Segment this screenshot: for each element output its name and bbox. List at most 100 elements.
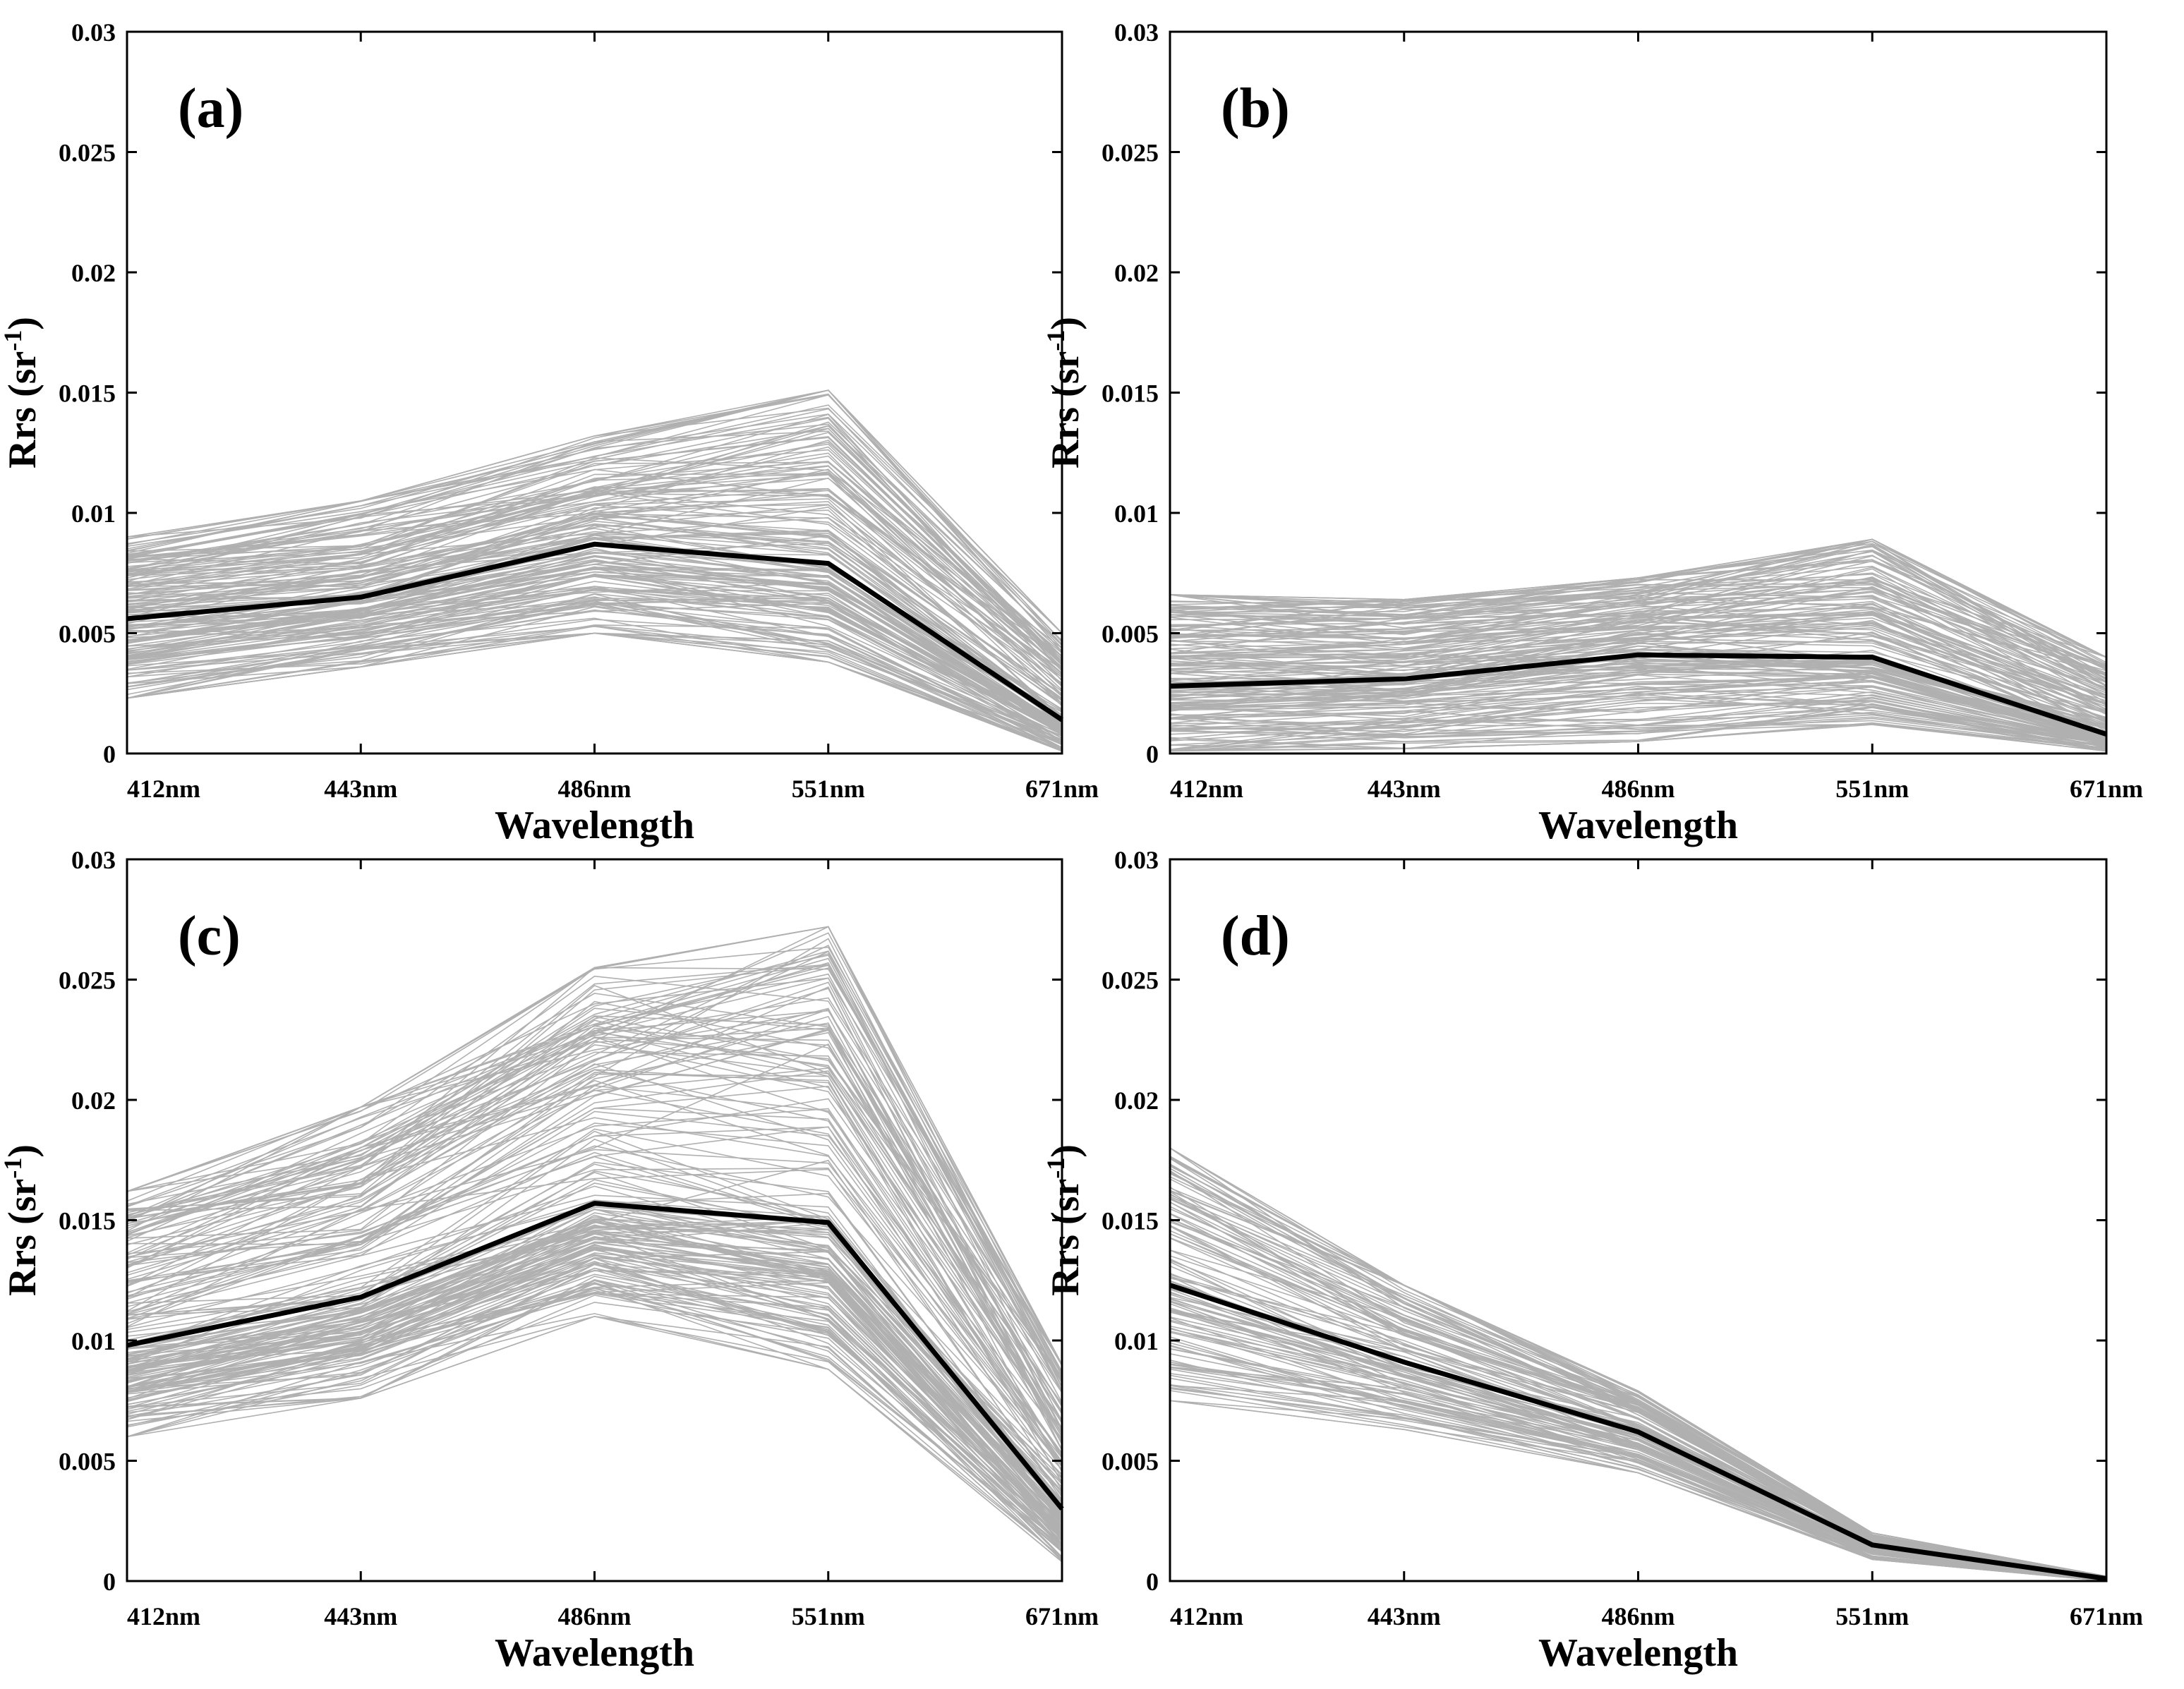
x-tick-label: 412nm [1170, 1602, 1243, 1630]
sample-spectrum [126, 1159, 1063, 1501]
sample-spectrum [1169, 545, 2107, 667]
sample-spectrum [126, 593, 1063, 740]
sample-spectrum [126, 1027, 1063, 1412]
y-tick-label: 0.02 [71, 259, 116, 287]
sample-spectrum [1169, 624, 2107, 713]
sample-spectrum [126, 600, 1063, 752]
sample-spectrum [126, 510, 1063, 695]
sample-spectrum [126, 598, 1063, 743]
sample-spectrum [1169, 699, 2107, 752]
sample-spectra [1169, 1147, 2107, 1582]
sample-spectrum [1169, 1317, 2107, 1581]
sample-spectrum [1169, 724, 2107, 750]
sample-spectrum [1169, 1237, 2107, 1579]
sample-spectrum [126, 1194, 1063, 1515]
y-tick-label: 0.01 [1114, 500, 1159, 528]
y-axis-title-superscript: -1 [0, 1158, 27, 1179]
sample-spectrum [1169, 1325, 2107, 1580]
sample-spectrum [126, 1063, 1063, 1463]
x-tick-label: 412nm [127, 1602, 200, 1630]
sample-spectrum [126, 1216, 1063, 1502]
sample-spectrum [126, 1070, 1063, 1434]
sample-spectrum [1169, 1400, 2107, 1582]
sample-spectrum [126, 501, 1063, 720]
sample-spectrum [1169, 1166, 2107, 1578]
sample-spectrum [126, 988, 1063, 1443]
sample-spectrum [126, 1163, 1063, 1470]
x-tick-label: 412nm [1170, 775, 1243, 803]
x-tick-label: 551nm [1835, 1602, 1909, 1630]
sample-spectrum [126, 1149, 1063, 1466]
sample-spectrum [126, 1237, 1063, 1495]
sample-spectrum [1169, 565, 2107, 677]
y-tick-label: 0.03 [71, 18, 116, 47]
sample-spectrum [126, 587, 1063, 731]
sample-spectrum [1169, 581, 2107, 710]
sample-spectrum [126, 394, 1063, 646]
y-axis-title-close: ) [1, 317, 44, 330]
sample-spectrum [126, 567, 1063, 739]
sample-spectrum [1169, 580, 2107, 690]
sample-spectrum [126, 1313, 1063, 1558]
sample-spectrum-envelope-min [126, 1316, 1063, 1563]
sample-spectrum [126, 550, 1063, 727]
panel-label: (b) [1221, 78, 1290, 140]
y-axis-title-superscript: -1 [0, 330, 27, 351]
sample-spectrum [126, 465, 1063, 696]
y-axis-title-superscript: -1 [1042, 1158, 1070, 1179]
sample-spectrum [126, 524, 1063, 722]
y-tick-label: 0.03 [71, 846, 116, 874]
y-tick-label: 0.02 [1114, 1086, 1159, 1115]
y-tick-label: 0.025 [59, 139, 116, 167]
sample-spectrum [1169, 676, 2107, 742]
sample-spectrum-envelope-max [1169, 538, 2107, 658]
sample-spectrum [1169, 1336, 2107, 1581]
sample-spectrum [1169, 696, 2107, 746]
panel-label: (c) [178, 905, 241, 967]
sample-spectrum [126, 457, 1063, 649]
sample-spectrum [126, 1015, 1063, 1384]
sample-spectrum [1169, 540, 2107, 658]
chart-panel-a: 0 0.005 0.01 0.015 0.02 0.025 0.03 412nm 443nm 48… [0, 18, 1099, 847]
sample-spectrum [126, 1290, 1063, 1549]
sample-spectrum-envelope-min [1169, 724, 2107, 752]
sample-spectrum [126, 1244, 1063, 1533]
sample-spectrum [1169, 1156, 2107, 1577]
sample-spectrum [126, 1089, 1063, 1455]
sample-spectrum [126, 528, 1063, 723]
y-tick-label: 0.03 [1114, 846, 1159, 874]
sample-spectrum [126, 975, 1063, 1381]
sample-spectrum [1169, 696, 2107, 743]
y-axis-title-main: Rrs (sr [1, 351, 44, 468]
sample-spectrum-envelope-max [126, 389, 1063, 634]
sample-spectrum [1169, 686, 2107, 741]
y-tick-label: 0 [103, 740, 116, 768]
sample-spectrum [1169, 1187, 2107, 1578]
sample-spectrum [126, 1262, 1063, 1544]
sample-spectrum [126, 1167, 1063, 1498]
sample-spectrum [126, 425, 1063, 662]
y-axis-title-main: Rrs (sr [1044, 1179, 1087, 1296]
sample-spectrum [1169, 1190, 2107, 1578]
sample-spectrum [126, 1161, 1063, 1510]
sample-spectrum-envelope-min [126, 632, 1063, 752]
sample-spectrum [126, 430, 1063, 657]
sample-spectrum [126, 1072, 1063, 1484]
sample-spectrum [126, 1218, 1063, 1525]
sample-spectra [126, 926, 1063, 1563]
sample-spectrum [126, 1283, 1063, 1547]
sample-spectrum [1169, 608, 2107, 715]
sample-spectrum [126, 517, 1063, 722]
sample-spectrum [126, 1264, 1063, 1535]
sample-spectrum [1169, 641, 2107, 733]
sample-spectrum [1169, 703, 2107, 744]
sample-spectrum [126, 1220, 1063, 1527]
chart-panel-b: 0 0.005 0.01 0.015 0.02 0.025 0.03 412nm 443nm 48… [1042, 18, 2143, 847]
y-tick-label: 0.005 [1102, 620, 1159, 648]
sample-spectrum [1169, 580, 2107, 687]
sample-spectrum [126, 964, 1063, 1393]
sample-spectrum [1169, 692, 2107, 743]
y-axis-title-main: Rrs (sr [1044, 351, 1087, 468]
sample-spectrum [126, 534, 1063, 730]
sample-spectrum [126, 389, 1063, 643]
